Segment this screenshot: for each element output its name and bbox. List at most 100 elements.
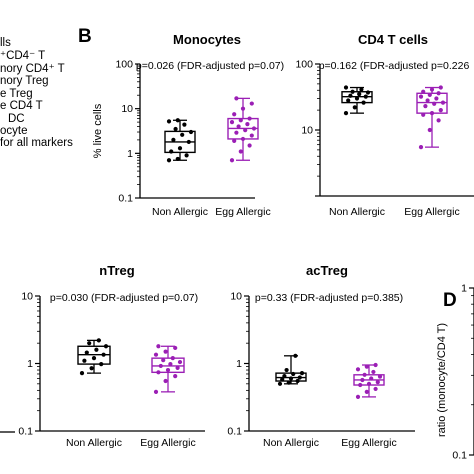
x-category-label: Egg Allergic: [404, 206, 459, 218]
data-point: [364, 364, 369, 369]
data-point: [103, 344, 109, 349]
data-point: [249, 133, 254, 138]
data-point: [423, 104, 428, 109]
data-point: [173, 126, 178, 132]
data-point: [299, 371, 305, 376]
data-point: [297, 375, 302, 380]
data-point: [188, 129, 194, 135]
panel-letter-d: D: [443, 290, 457, 311]
data-point: [291, 371, 296, 377]
data-point: [161, 358, 166, 363]
data-point: [361, 100, 366, 105]
data-point: [249, 101, 254, 106]
data-point: [438, 85, 443, 90]
data-point: [251, 126, 257, 131]
data-point: [79, 371, 85, 376]
data-point: [343, 111, 349, 116]
data-point: [238, 149, 243, 154]
box-group: [353, 362, 385, 400]
data-point: [173, 345, 178, 351]
data-point: [288, 376, 294, 381]
legend-line: lls: [0, 37, 11, 49]
y-axis-label-d: ratio (monocyte/CD4 T): [436, 323, 448, 437]
data-point: [240, 136, 246, 142]
y-tick-label: 0.1: [227, 426, 242, 438]
data-point: [96, 338, 101, 343]
legend-line: ocyte: [0, 125, 28, 137]
x-category-label: Egg Allergic: [341, 437, 396, 449]
data-point: [91, 356, 97, 361]
data-point: [354, 96, 360, 101]
p-value-annotation: p=0.33 (FDR-adjusted p=0.385): [255, 292, 403, 304]
data-point: [156, 344, 161, 349]
p-value-annotation: p=0.030 (FDR-adjusted p=0.07): [50, 292, 198, 304]
y-tick-label: 1: [461, 283, 467, 295]
y-tick-label: 100: [295, 59, 313, 71]
legend-line: nory Treg: [0, 75, 49, 87]
y-tick-label: 0.1: [452, 450, 467, 462]
box: [151, 357, 185, 374]
data-point: [418, 145, 424, 150]
data-point: [427, 127, 432, 133]
data-point: [286, 380, 291, 385]
data-point: [295, 378, 300, 384]
plot-title: acTreg: [306, 263, 348, 278]
y-tick-label: 100: [115, 59, 133, 71]
data-point: [293, 353, 298, 358]
data-point: [156, 370, 161, 375]
x-category-label: Egg Allergic: [215, 206, 270, 218]
x-category-label: Non Allergic: [66, 437, 122, 449]
box-plot-panel: 10 1 0.1 acTreg p=0.33 (FDR-adjusted p=0.385…: [227, 263, 415, 449]
data-point: [366, 381, 372, 386]
data-point: [427, 92, 432, 98]
y-tick-label: 10: [301, 125, 313, 137]
data-point: [175, 118, 180, 123]
data-point: [436, 91, 441, 96]
box-plot-panel: 100 10 CD4 T cells p=0.162 (FDR-adjusted p=…: [295, 32, 474, 218]
data-point: [177, 146, 183, 151]
panel-letter-b: B: [78, 26, 92, 47]
data-point: [232, 138, 237, 143]
data-point: [436, 118, 441, 123]
y-tick-label: 1: [127, 148, 133, 160]
y-tick-label: 10: [230, 291, 242, 303]
data-point: [363, 94, 368, 99]
data-point: [377, 374, 383, 379]
data-point: [421, 112, 426, 117]
box-plot-panel: 10 1 0.1 nTreg p=0.030 (FDR-adjusted p=0.07)…: [18, 263, 205, 449]
data-point: [236, 124, 241, 129]
y-tick-label: 1: [27, 358, 33, 370]
data-point: [352, 105, 357, 110]
data-point: [373, 386, 378, 392]
p-value-annotation: p=0.162 (FDR-adjusted p=0.226: [319, 60, 470, 72]
plot-title: CD4 T cells: [358, 32, 428, 47]
data-point: [166, 158, 172, 163]
y-tick-label: 0.1: [18, 426, 33, 438]
data-point: [234, 96, 239, 101]
data-point: [169, 149, 174, 154]
data-point: [343, 85, 349, 90]
data-point: [245, 122, 250, 127]
data-point: [438, 108, 443, 113]
legend-line: DC: [8, 113, 25, 125]
data-point: [177, 359, 183, 365]
data-point: [355, 367, 361, 372]
data-point: [362, 372, 367, 377]
plot-title: Monocytes: [173, 32, 241, 47]
data-point: [175, 156, 180, 162]
box-group: [341, 85, 373, 116]
data-point: [238, 118, 243, 123]
data-point: [163, 378, 168, 384]
data-point: [346, 98, 351, 103]
data-point: [180, 132, 185, 137]
data-point: [373, 362, 378, 368]
data-point: [166, 119, 172, 124]
x-category-label: Non Allergic: [263, 437, 319, 449]
box-plot-panel: 10.1: [452, 283, 474, 462]
data-point: [432, 101, 437, 106]
data-point: [357, 91, 362, 97]
box-group: [416, 85, 448, 150]
legend-line: nory CD4⁺ T: [0, 63, 65, 75]
x-category-label: Non Allergic: [152, 206, 208, 218]
y-axis-label-b: % live cells: [92, 103, 104, 158]
